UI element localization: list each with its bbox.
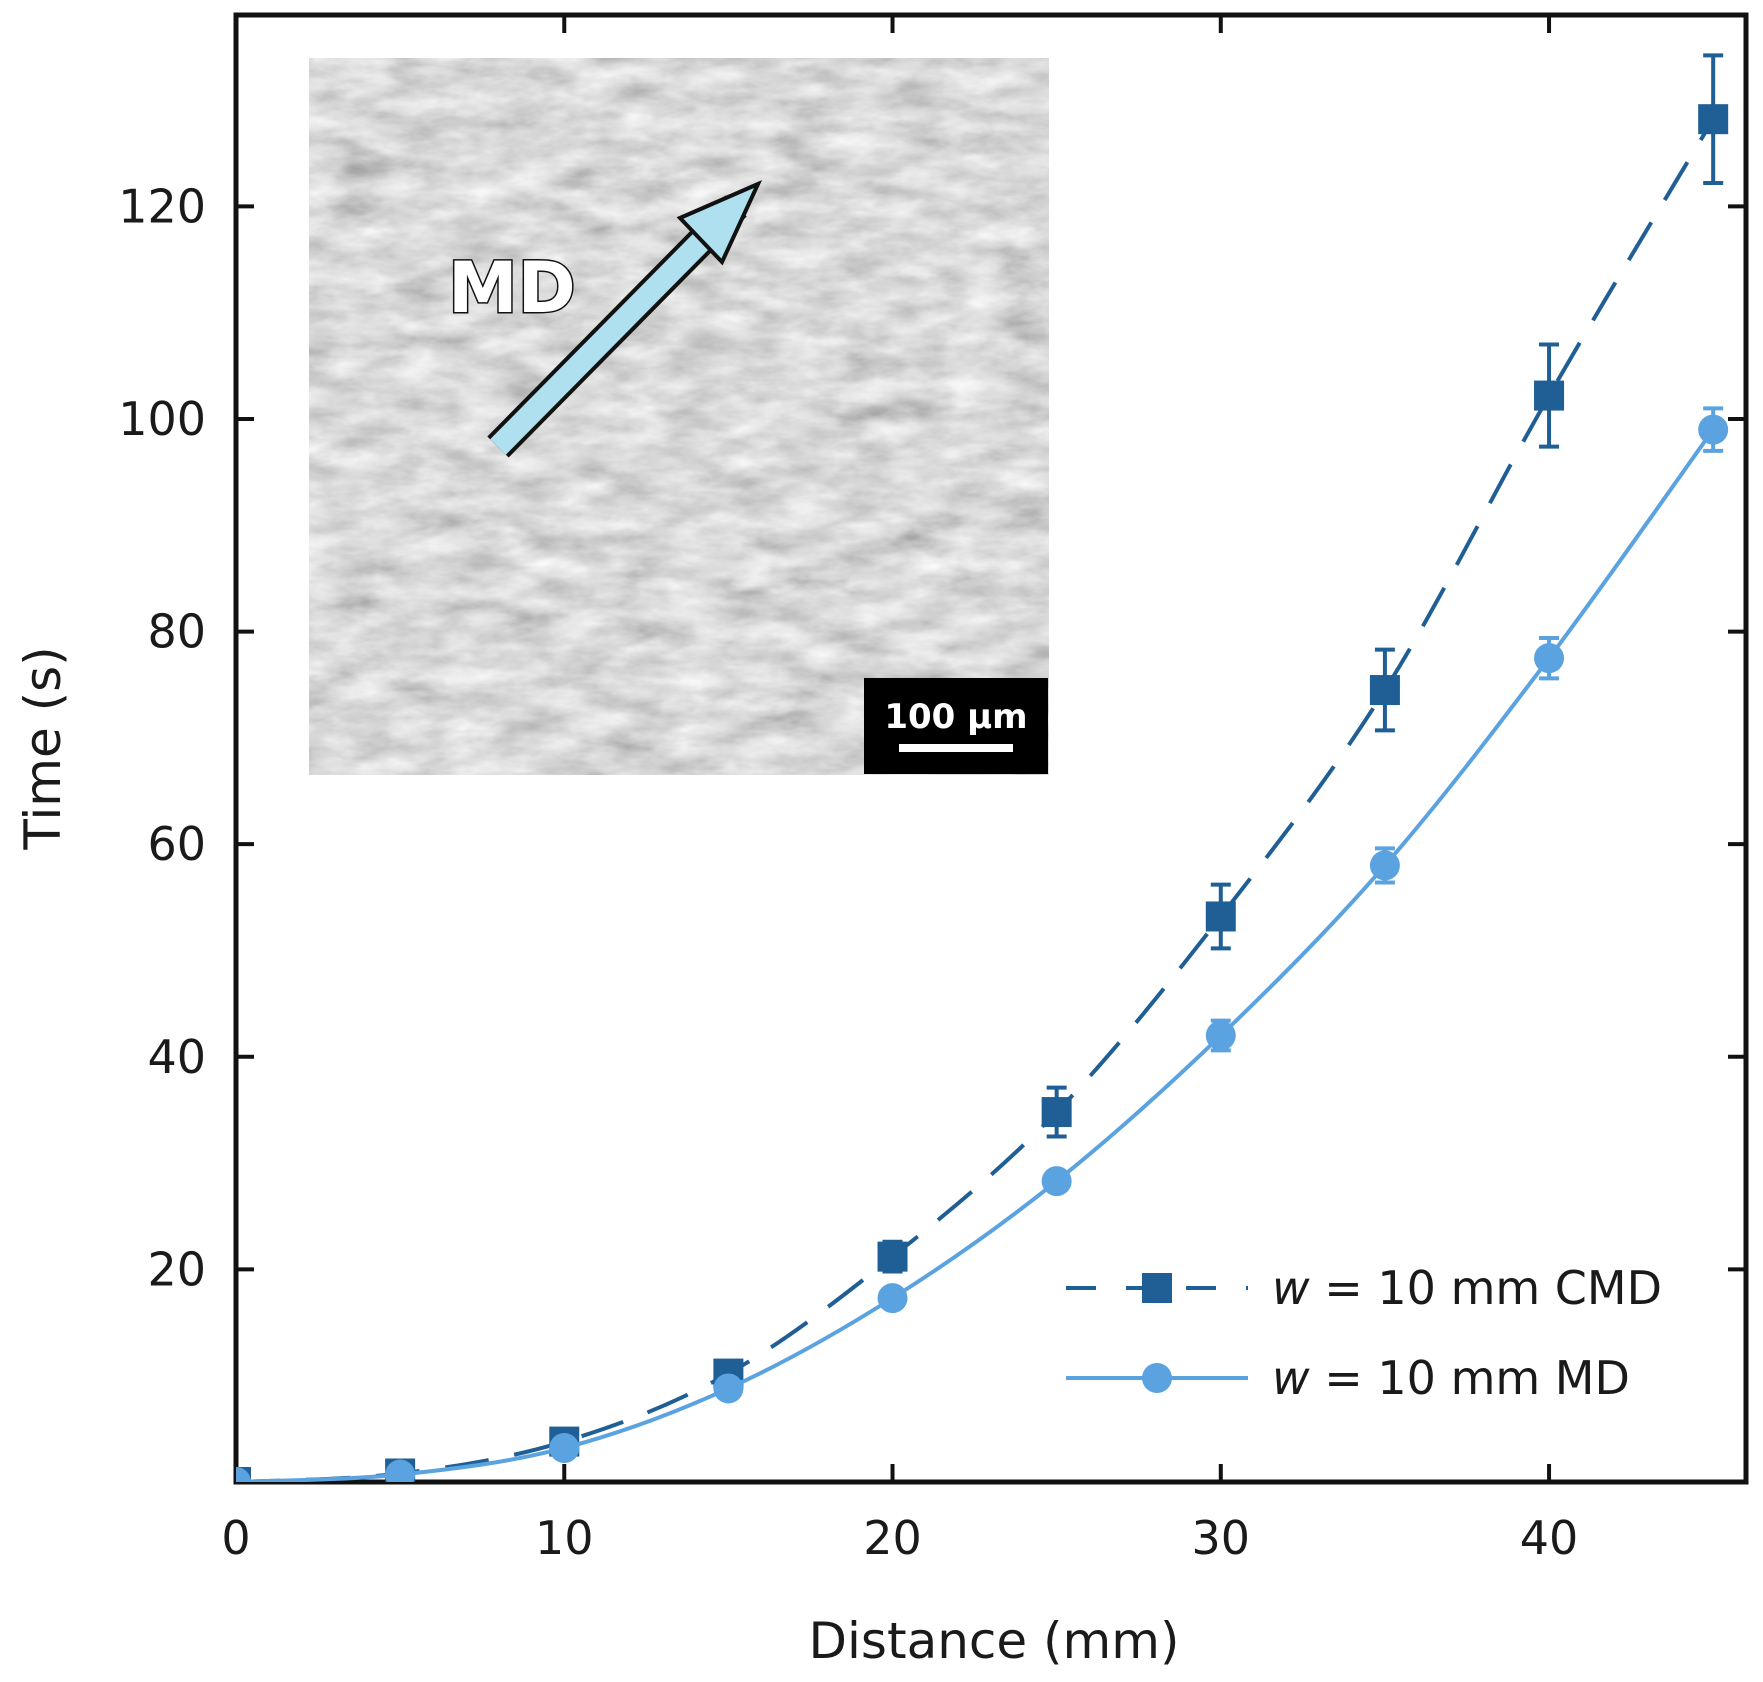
plot-frame [233, 12, 1749, 1485]
data-point-square [1041, 1097, 1072, 1128]
y-tick-label: 20 [147, 1242, 206, 1296]
data-point-circle [1534, 643, 1565, 674]
data-point-circle [713, 1373, 744, 1404]
y-tick-label: 100 [118, 392, 206, 446]
x-axis-title: Distance (mm) [809, 1612, 1180, 1670]
md-direction-arrow [487, 180, 763, 458]
x-tick-label: 30 [1192, 1511, 1251, 1565]
data-point-circle [549, 1432, 580, 1463]
y-axis: 20 40 60 80 100 120 [118, 179, 1746, 1296]
x-tick-label: 0 [221, 1511, 250, 1565]
y-axis-title: Time (s) [14, 646, 72, 850]
data-point-circle [385, 1459, 416, 1482]
legend-item-cmd: w = 10 mm CMD [1066, 1261, 1662, 1315]
legend-marker-circle [1142, 1363, 1172, 1393]
x-tick-label: 40 [1520, 1511, 1579, 1565]
scale-bar-line [899, 744, 1013, 752]
y-tick-label: 40 [147, 1030, 206, 1084]
sem-image [309, 58, 1049, 775]
series-layer [236, 53, 1729, 1482]
data-point-circle [1369, 850, 1400, 881]
scale-bar-label: 100 µm [884, 697, 1027, 737]
series-line [236, 428, 1715, 1482]
data-point-circle [1698, 414, 1729, 445]
y-tick-label: 60 [147, 817, 206, 871]
sem-inset: MD 100 µm [309, 58, 1049, 775]
data-point-square [1698, 104, 1729, 135]
data-point-square [1369, 675, 1400, 706]
y-tick-label: 120 [118, 179, 206, 233]
data-point-square [1534, 380, 1565, 411]
x-tick-label: 20 [863, 1511, 922, 1565]
scale-bar-box [864, 678, 1048, 774]
legend-item-md: w = 10 mm MD [1066, 1351, 1630, 1405]
x-axis: 0 10 20 30 40 [221, 15, 1578, 1565]
data-point-circle [1205, 1020, 1236, 1051]
data-point-square [1205, 901, 1236, 932]
x-tick-label: 10 [535, 1511, 594, 1565]
legend-marker-square [1142, 1273, 1172, 1303]
data-point-circle [1041, 1166, 1072, 1197]
data-point-circle [236, 1467, 251, 1482]
y-tick-label: 80 [147, 605, 206, 659]
data-point-square [877, 1241, 908, 1272]
data-point-circle [877, 1283, 908, 1314]
series-md [236, 406, 1729, 1482]
legend: w = 10 mm CMD w = 10 mm MD [1066, 1261, 1662, 1405]
md-inset-label: MD [448, 247, 576, 329]
legend-label: w = 10 mm CMD [1272, 1261, 1662, 1315]
legend-label: w = 10 mm MD [1272, 1351, 1630, 1405]
